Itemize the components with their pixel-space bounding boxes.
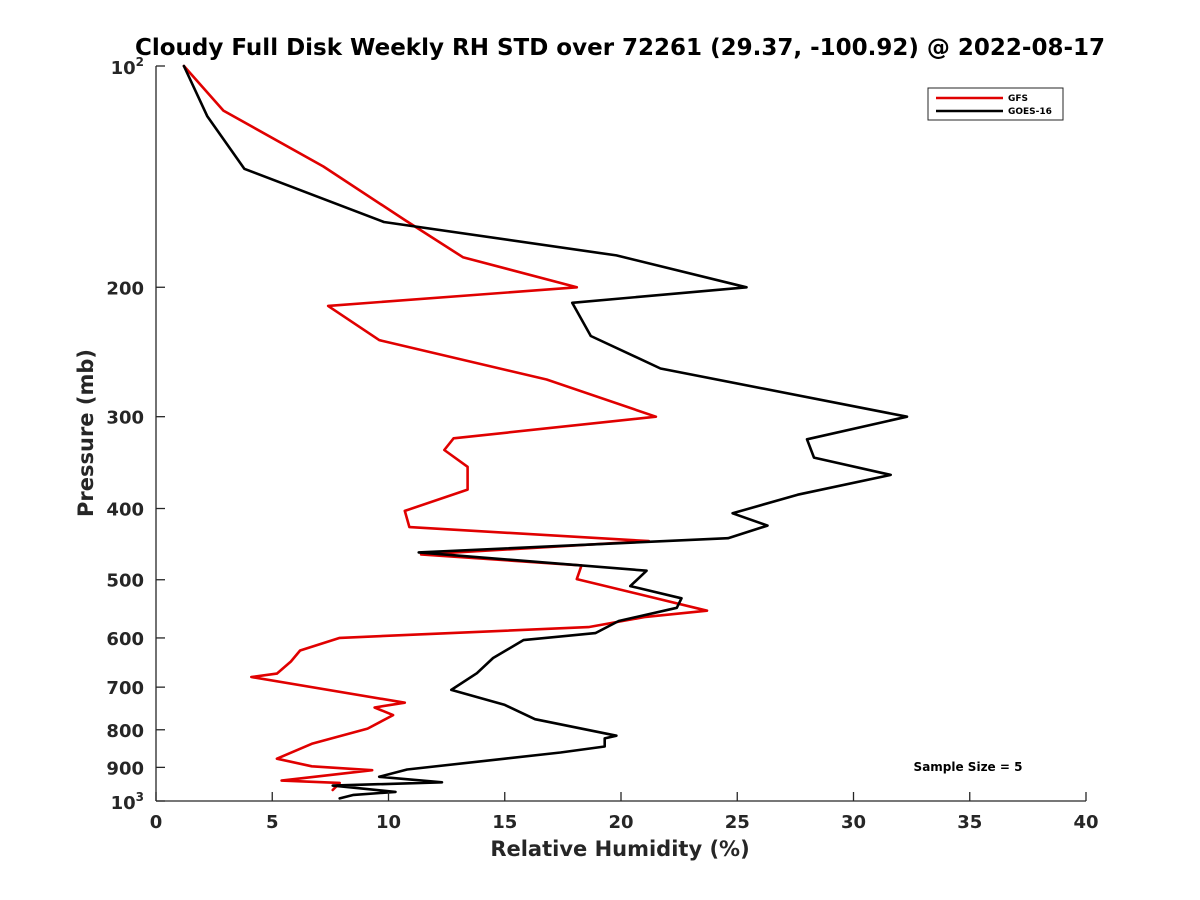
x-tick-label: 40 <box>1073 812 1098 833</box>
legend: GFS GOES-16 <box>927 87 1064 121</box>
x-tick-label: 20 <box>608 812 633 833</box>
y-tick-label: 700 <box>106 678 144 699</box>
legend-label-gfs: GFS <box>1008 94 1028 104</box>
x-tick-label: 30 <box>841 812 866 833</box>
plot-area <box>182 64 909 800</box>
series-line-goes-16 <box>182 64 909 800</box>
legend-box <box>927 87 1064 121</box>
axes: 0 5 10 15 20 25 30 35 40 102 200 300 400 500 600 700 800… <box>106 55 1098 833</box>
x-tick-label: 10 <box>376 812 401 833</box>
x-tick-label: 25 <box>725 812 750 833</box>
legend-label-goes-16: GOES-16 <box>1008 107 1052 117</box>
y-tick-label: 200 <box>106 278 144 299</box>
series-line-gfs <box>182 64 709 792</box>
sample-size-annotation: Sample Size = 5 <box>914 760 1023 774</box>
x-tick-label: 0 <box>150 812 163 833</box>
y-tick-label: 600 <box>106 629 144 650</box>
x-tick-label: 5 <box>266 812 279 833</box>
y-tick-label: 102 <box>111 55 144 79</box>
y-tick-label: 400 <box>106 500 144 521</box>
y-tick-label: 900 <box>106 758 144 779</box>
y-tick-label: 800 <box>106 721 144 742</box>
y-tick-label: 103 <box>111 790 144 814</box>
x-tick-label: 15 <box>492 812 517 833</box>
x-axis-label: Relative Humidity (%) <box>490 837 749 861</box>
y-tick-label: 300 <box>106 408 144 429</box>
y-tick-label: 500 <box>106 571 144 592</box>
x-tick-label: 35 <box>957 812 982 833</box>
chart-title: Cloudy Full Disk Weekly RH STD over 7226… <box>135 35 1105 61</box>
y-axis-label: Pressure (mb) <box>74 349 98 517</box>
